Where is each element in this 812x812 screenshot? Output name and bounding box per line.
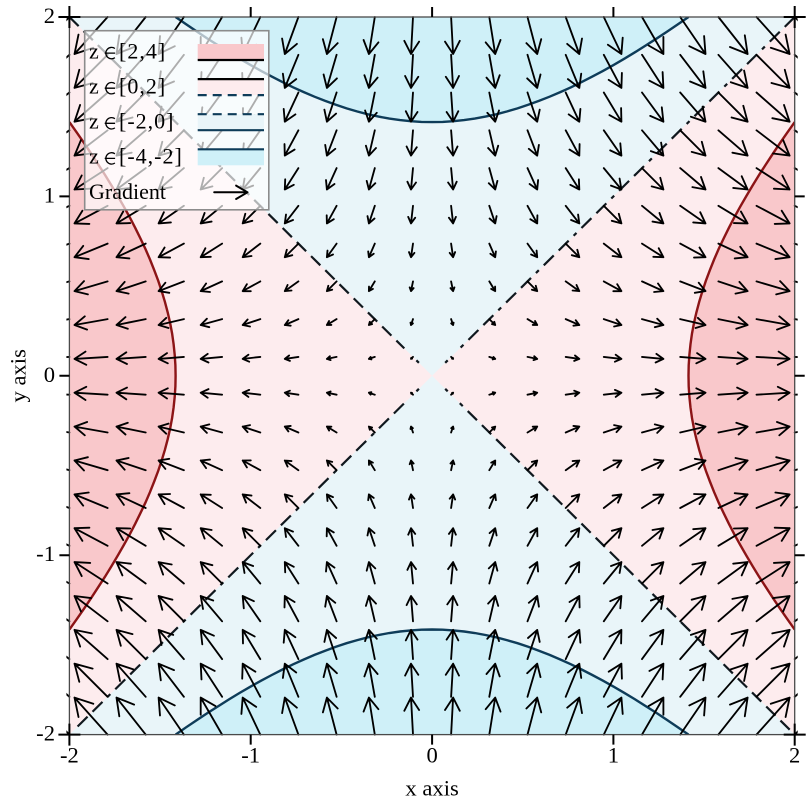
svg-text:0: 0: [44, 362, 55, 387]
svg-text:-2: -2: [36, 721, 55, 746]
svg-text:z: z: [89, 38, 100, 63]
svg-text:-1: -1: [36, 541, 55, 566]
svg-text:z: z: [89, 109, 100, 134]
svg-text:-2: -2: [60, 743, 79, 768]
svg-text:Gradient: Gradient: [89, 179, 166, 204]
svg-text:[0,2]: [0,2]: [119, 74, 166, 99]
svg-text:y axis: y axis: [5, 349, 30, 402]
svg-text:z: z: [89, 74, 100, 99]
svg-text:x axis: x axis: [405, 776, 458, 801]
svg-text:1: 1: [44, 182, 55, 207]
svg-text:1: 1: [608, 743, 619, 768]
svg-text:2: 2: [44, 3, 55, 28]
svg-text:0: 0: [426, 743, 437, 768]
svg-text:2: 2: [789, 743, 800, 768]
svg-text:-1: -1: [241, 743, 260, 768]
svg-text:[-4,-2]: [-4,-2]: [119, 144, 183, 169]
svg-text:z: z: [89, 144, 100, 169]
svg-text:[2,4]: [2,4]: [119, 38, 166, 63]
svg-text:[-2,0]: [-2,0]: [119, 109, 174, 134]
